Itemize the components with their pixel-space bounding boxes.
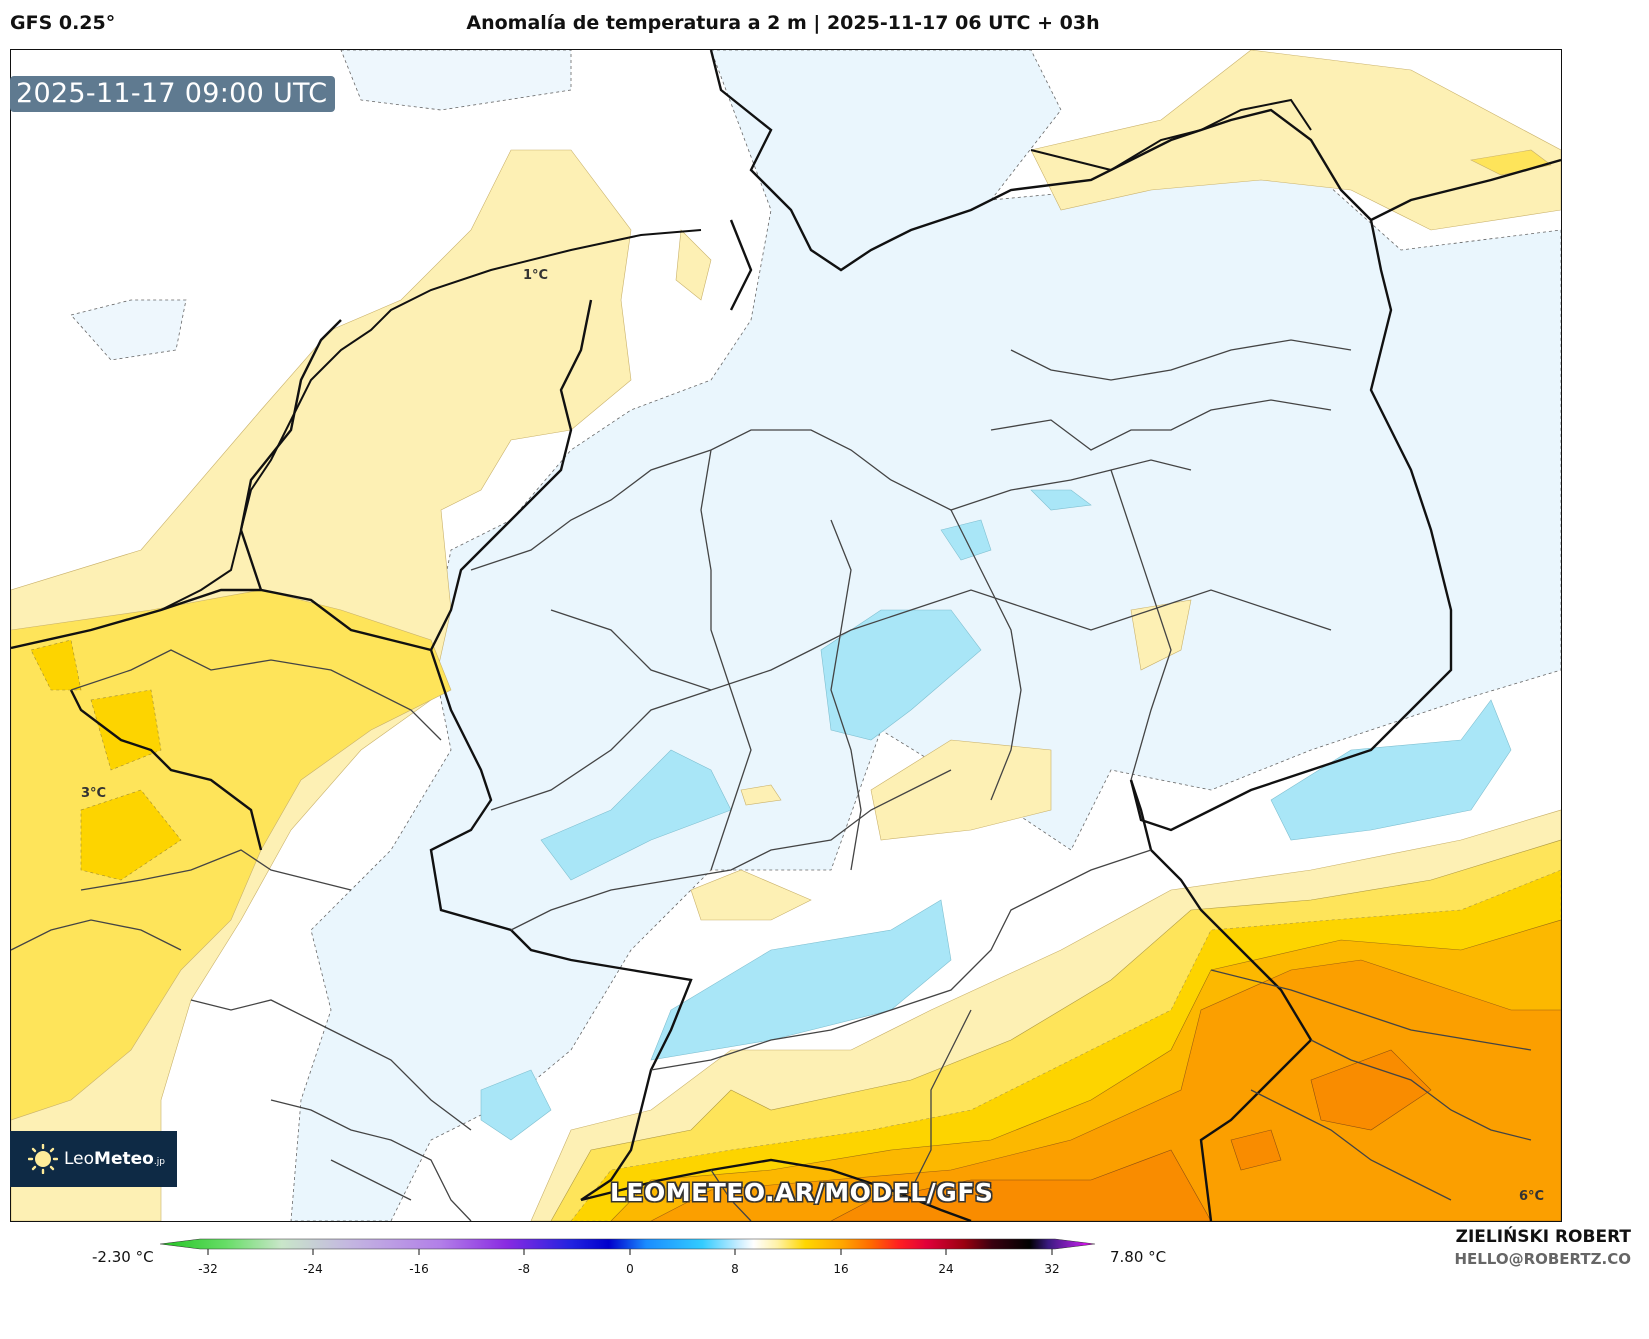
author-name: ZIELIŃSKI ROBERT [1455, 1227, 1631, 1247]
colorbar [159, 1238, 1100, 1268]
colorbar-tick: 8 [731, 1262, 739, 1276]
colorbar-min-label: -2.30 °C [92, 1248, 154, 1266]
author-email[interactable]: HELLO@ROBERTZ.CO [1454, 1250, 1631, 1268]
country-borders [11, 50, 1561, 1221]
anomaly-map[interactable]: 1°C 3°C 6°C [10, 49, 1562, 1222]
contour-label: 1°C [523, 268, 549, 283]
logo-text: LeoMeteo.jp [64, 1149, 165, 1169]
colorbar-tick: 24 [938, 1262, 954, 1276]
valid-time-badge: 2025-11-17 09:00 UTC [10, 76, 336, 112]
map-canvas [11, 50, 1561, 1221]
neg-anomaly-core [820, 609, 982, 741]
colorbar-tick: -24 [303, 1262, 323, 1276]
model-label: GFS 0.25° [10, 12, 116, 34]
colorbar-tick: -8 [518, 1262, 530, 1276]
contour-label: 3°C [81, 786, 107, 801]
colorbar-tick: -16 [409, 1262, 429, 1276]
colorbar-tick: 0 [626, 1262, 634, 1276]
regional-borders [11, 339, 1532, 1221]
sun-icon [27, 1143, 59, 1175]
colorbar-tick: 16 [833, 1262, 849, 1276]
colorbar-tick: -32 [198, 1262, 218, 1276]
colorbar-tick: 32 [1044, 1262, 1060, 1276]
colorbar-max-label: 7.80 °C [1110, 1248, 1167, 1266]
contour-label: 6°C [1519, 1189, 1545, 1204]
leometeo-logo[interactable]: LeoMeteo.jp [10, 1131, 177, 1187]
coastlines [160, 98, 1312, 611]
chart-title: Anomalía de temperatura a 2 m | 2025-11-… [466, 12, 1100, 34]
watermark-url: LEOMETEO.AR/MODEL/GFS [610, 1178, 994, 1207]
